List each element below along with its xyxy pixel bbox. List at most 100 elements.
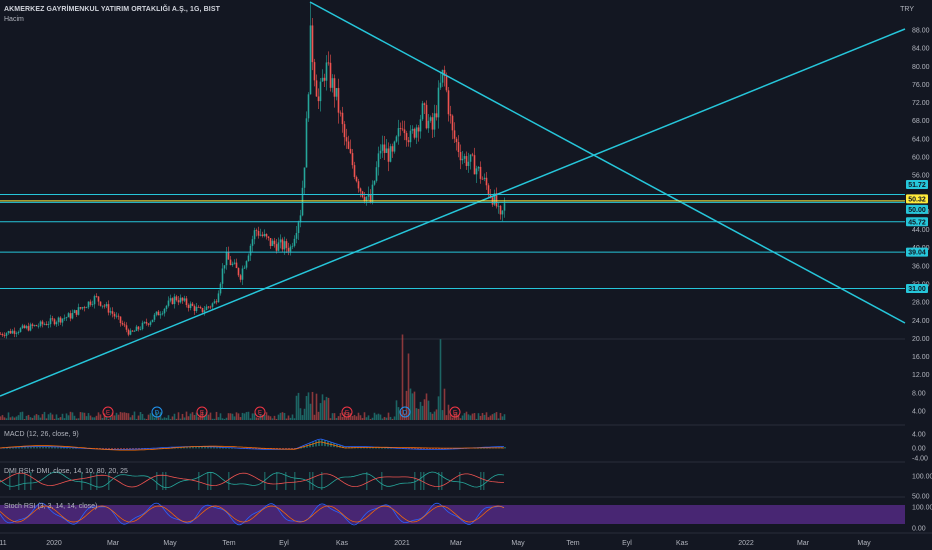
- volume-bar: [107, 418, 110, 420]
- event-marker-letter: E: [258, 411, 262, 417]
- volume-bar: [349, 413, 352, 420]
- macd-histogram-bar: [39, 446, 41, 449]
- volume-bar: [435, 409, 438, 420]
- stoch-k-line: [0, 502, 505, 526]
- macd-histogram-bar: [447, 448, 449, 450]
- macd-histogram-bar: [411, 448, 413, 450]
- dmi-signal-bar: [207, 472, 209, 490]
- candle-body: [391, 146, 394, 152]
- candle-body: [445, 75, 448, 91]
- candle-body: [363, 196, 366, 201]
- dmi-signal-bar: [366, 472, 368, 490]
- volume-bar: [131, 415, 134, 420]
- volume-bar: [0, 416, 2, 420]
- candle-body: [21, 325, 24, 329]
- volume-bar: [43, 411, 46, 420]
- volume-bar: [421, 405, 424, 420]
- volume-bar: [123, 412, 126, 420]
- volume-bar: [77, 418, 80, 420]
- volume-bar: [85, 416, 88, 420]
- volume-bar: [203, 415, 206, 420]
- candle-body: [183, 298, 186, 301]
- candle-body: [431, 117, 434, 130]
- candle-body: [173, 296, 176, 305]
- candle-body: [7, 331, 10, 334]
- volume-bar: [119, 411, 122, 420]
- macd-histogram-bar: [159, 448, 161, 449]
- volume-bar: [245, 412, 248, 420]
- macd-histogram-bar: [45, 446, 47, 449]
- macd-histogram-bar: [261, 448, 263, 450]
- volume-bar: [73, 415, 76, 420]
- volume-bar: [215, 411, 218, 420]
- macd-histogram-bar: [309, 443, 311, 448]
- macd-histogram-bar: [69, 447, 71, 449]
- candle-body: [111, 311, 114, 314]
- volume-bar: [483, 414, 486, 420]
- time-axis-label: Eyl: [622, 540, 632, 547]
- candle-body: [281, 239, 284, 250]
- volume-bar: [143, 418, 146, 420]
- candle-body: [75, 310, 78, 315]
- candle-body: [65, 317, 68, 319]
- macd-histogram-bar: [423, 448, 425, 450]
- volume-bar: [269, 416, 272, 420]
- macd-histogram-bar: [180, 447, 182, 449]
- macd-histogram-bar: [129, 448, 131, 450]
- candle-body: [227, 252, 230, 260]
- macd-histogram-bar: [201, 446, 203, 449]
- volume-bar: [329, 418, 332, 420]
- candle-body: [15, 332, 18, 334]
- volume-bar: [135, 418, 138, 420]
- macd-histogram-bar: [303, 446, 305, 449]
- candle-body: [143, 321, 146, 323]
- candle-body: [371, 184, 374, 203]
- candle-body: [141, 322, 144, 329]
- macd-histogram-bar: [6, 448, 8, 449]
- volume-bar: [387, 412, 390, 420]
- candle-body: [155, 311, 158, 315]
- volume-bar: [445, 415, 448, 420]
- candle-body: [215, 301, 218, 303]
- macd-histogram-bar: [291, 448, 293, 450]
- candle-body: [25, 326, 28, 329]
- candle-body: [77, 307, 80, 315]
- event-marker-letter: E: [200, 411, 204, 417]
- macd-histogram-bar: [204, 446, 206, 449]
- price-axis-label: 8.00: [912, 390, 926, 397]
- price-tag-text: 45.72: [908, 219, 926, 226]
- volume-bar: [219, 413, 222, 420]
- candle-body: [95, 296, 98, 297]
- candle-body: [27, 326, 30, 331]
- volume-bar: [263, 414, 266, 420]
- volume-bar: [297, 392, 300, 420]
- candle-body: [269, 237, 272, 246]
- macd-histogram-bar: [15, 447, 17, 449]
- candle-body: [135, 326, 138, 331]
- volume-bar: [179, 418, 182, 420]
- volume-bar: [341, 416, 344, 420]
- macd-histogram-bar: [438, 448, 440, 450]
- candle-body: [239, 275, 242, 280]
- candle-body: [223, 265, 226, 269]
- candle-body: [307, 94, 310, 119]
- dmi-axis-label: 100.00: [912, 474, 932, 481]
- dmi-signal-bar: [438, 472, 440, 490]
- macd-histogram-bar: [186, 447, 188, 449]
- candle-body: [299, 215, 302, 223]
- time-axis-label: Mar: [797, 540, 810, 547]
- candle-body: [471, 154, 474, 156]
- volume-bar: [63, 418, 66, 420]
- candle-body: [475, 168, 478, 175]
- time-axis-label: 2020: [46, 540, 62, 547]
- candle-body: [71, 313, 74, 319]
- currency-label[interactable]: TRY: [900, 6, 914, 13]
- dmi-signal-bar: [198, 472, 200, 490]
- candle-body: [37, 325, 40, 327]
- volume-bar: [443, 388, 446, 420]
- candle-body: [499, 205, 502, 215]
- candle-body: [283, 241, 286, 250]
- macd-histogram-bar: [63, 447, 65, 449]
- volume-bar: [251, 413, 254, 420]
